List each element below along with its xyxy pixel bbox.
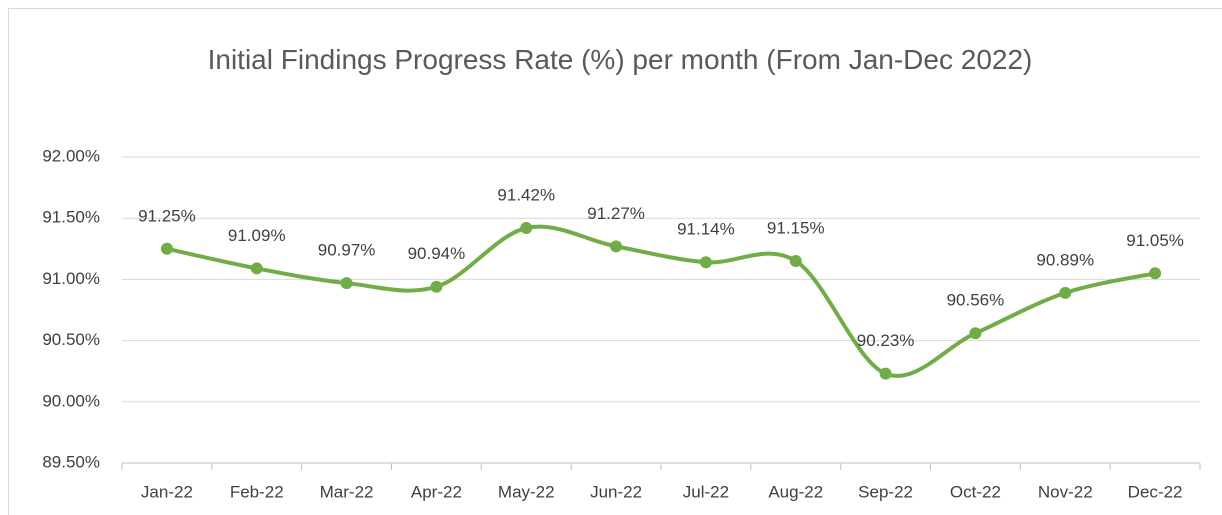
marker <box>1149 267 1162 280</box>
data-label: 90.97% <box>318 241 376 260</box>
marker <box>1059 286 1072 299</box>
marker <box>879 367 892 380</box>
y-tick-label: 91.50% <box>42 208 100 227</box>
marker <box>969 327 982 340</box>
x-tick-label: Sep-22 <box>858 482 913 501</box>
chart-title: Initial Findings Progress Rate (%) per m… <box>207 44 1033 75</box>
x-tick-label: Jan-22 <box>141 482 193 501</box>
y-tick-label: 92.00% <box>42 146 100 165</box>
marker <box>340 277 353 290</box>
data-label: 91.25% <box>138 206 196 225</box>
data-label: 91.27% <box>587 204 645 223</box>
marker <box>699 256 712 269</box>
x-tick-label: Feb-22 <box>230 482 284 501</box>
x-tick-label: Aug-22 <box>768 482 823 501</box>
y-tick-label: 89.50% <box>42 452 100 471</box>
data-label: 90.89% <box>1036 250 1094 269</box>
data-label: 90.94% <box>408 244 466 263</box>
x-tick-label: Apr-22 <box>411 482 462 501</box>
marker <box>610 240 623 253</box>
y-tick-label: 90.50% <box>42 330 100 349</box>
data-label: 91.09% <box>228 226 286 245</box>
data-label: 91.05% <box>1126 231 1184 250</box>
data-label: 91.14% <box>677 220 735 239</box>
x-tick-label: Jun-22 <box>590 482 642 501</box>
y-tick-label: 91.00% <box>42 269 100 288</box>
data-label: 90.56% <box>947 291 1005 310</box>
data-label: 90.23% <box>857 331 915 350</box>
x-tick-label: Dec-22 <box>1128 482 1183 501</box>
x-tick-label: Oct-22 <box>950 482 1001 501</box>
line <box>164 224 1158 378</box>
marker <box>430 280 443 293</box>
marker <box>250 262 263 275</box>
marker <box>520 221 533 234</box>
x-tick-label: Jul-22 <box>683 482 729 501</box>
marker <box>160 242 173 255</box>
x-tick-label: Nov-22 <box>1038 482 1093 501</box>
chart-border <box>8 8 1222 515</box>
x-tick-label: Mar-22 <box>320 482 374 501</box>
data-label: 91.42% <box>497 185 555 204</box>
marker <box>789 255 802 268</box>
y-tick-label: 90.00% <box>42 391 100 410</box>
data-label: 91.15% <box>767 219 825 238</box>
x-tick-label: May-22 <box>498 482 555 501</box>
